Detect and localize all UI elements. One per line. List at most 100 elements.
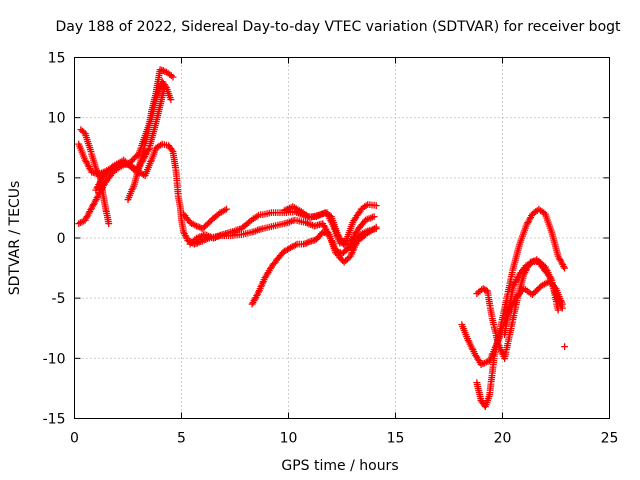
data-point: + [472, 287, 481, 300]
data-point: + [360, 200, 369, 213]
data-point: + [82, 212, 91, 225]
data-point: + [100, 165, 109, 178]
data-point: + [313, 219, 322, 232]
data-point: + [366, 211, 375, 224]
data-point: + [164, 139, 173, 152]
data-point: + [540, 278, 549, 291]
data-point: + [475, 386, 484, 399]
data-point: + [104, 215, 113, 228]
data-point: + [489, 352, 498, 365]
data-point: + [274, 251, 283, 264]
data-point: + [185, 235, 194, 248]
data-point: + [553, 302, 562, 315]
data-point: + [508, 266, 517, 279]
data-point: + [534, 203, 543, 216]
data-point: + [103, 211, 112, 224]
data-point: + [127, 161, 136, 174]
data-point: + [532, 253, 541, 266]
data-point: + [104, 172, 113, 185]
data-point: + [93, 168, 102, 181]
data-point: + [524, 214, 533, 227]
data-point: + [493, 336, 502, 349]
data-point: + [137, 167, 146, 180]
data-point: + [310, 233, 319, 246]
data-point: + [495, 330, 504, 343]
data-point: + [192, 232, 201, 245]
data-point: + [275, 218, 284, 231]
data-point: + [176, 203, 185, 216]
data-point: + [77, 144, 86, 157]
data-point: + [465, 336, 474, 349]
data-point: + [556, 294, 565, 307]
data-point: + [223, 226, 232, 239]
data-point: + [490, 348, 499, 361]
data-point: + [506, 274, 515, 287]
data-point: + [287, 215, 296, 228]
data-point: + [173, 187, 182, 200]
data-point: + [348, 237, 357, 250]
data-point: + [147, 107, 156, 120]
data-point: + [114, 158, 123, 171]
data-point: + [349, 242, 358, 255]
data-point: + [555, 290, 564, 303]
data-point: + [233, 223, 242, 236]
data-point: + [99, 189, 108, 202]
data-point: + [106, 169, 115, 182]
data-point: + [317, 208, 326, 221]
data-point: + [153, 111, 162, 124]
data-point: + [134, 147, 143, 160]
data-point: + [531, 285, 540, 298]
data-point: + [552, 284, 561, 297]
data-point: + [514, 288, 523, 301]
data-point: + [502, 316, 511, 329]
data-point: + [153, 87, 162, 100]
data-point: + [506, 301, 515, 314]
data-point: + [485, 299, 494, 312]
data-point: + [132, 169, 141, 182]
data-point: + [500, 328, 509, 341]
data-point: + [162, 81, 171, 94]
data-point: + [240, 219, 249, 232]
data-point: + [237, 222, 246, 235]
data-point: + [486, 352, 495, 365]
data-point: + [516, 282, 525, 295]
data-point: + [547, 225, 556, 238]
data-point: + [512, 273, 521, 286]
data-point: + [137, 155, 146, 168]
data-point: + [164, 87, 173, 100]
data-point: + [484, 392, 493, 405]
data-point: + [551, 291, 560, 304]
data-point: + [517, 276, 526, 289]
data-point: + [206, 230, 215, 243]
data-point: + [131, 173, 140, 186]
data-point: + [469, 345, 478, 358]
data-point: + [175, 195, 184, 208]
data-point: + [83, 208, 92, 221]
data-point: + [265, 264, 274, 277]
data-point: + [300, 207, 309, 220]
data-point: + [482, 396, 491, 409]
data-point: + [138, 145, 147, 158]
data-point: + [361, 213, 370, 226]
data-point: + [500, 302, 509, 315]
data-point: + [346, 240, 355, 253]
data-point: + [211, 210, 220, 223]
data-point: + [137, 149, 146, 162]
data-point: + [346, 222, 355, 235]
data-point: + [486, 303, 495, 316]
data-point: + [472, 376, 481, 389]
data-point: + [303, 210, 312, 223]
data-point: + [325, 209, 334, 222]
data-point: + [477, 283, 486, 296]
data-point: + [307, 235, 316, 248]
data-point: + [200, 234, 209, 247]
data-point: + [172, 172, 181, 185]
data-point: + [325, 212, 334, 225]
data-point: + [281, 244, 290, 257]
data-point: + [146, 135, 155, 148]
data-point: + [143, 125, 152, 138]
data-point: + [484, 291, 493, 304]
data-point: + [360, 229, 369, 242]
data-point: + [466, 339, 475, 352]
data-point: + [554, 304, 563, 317]
